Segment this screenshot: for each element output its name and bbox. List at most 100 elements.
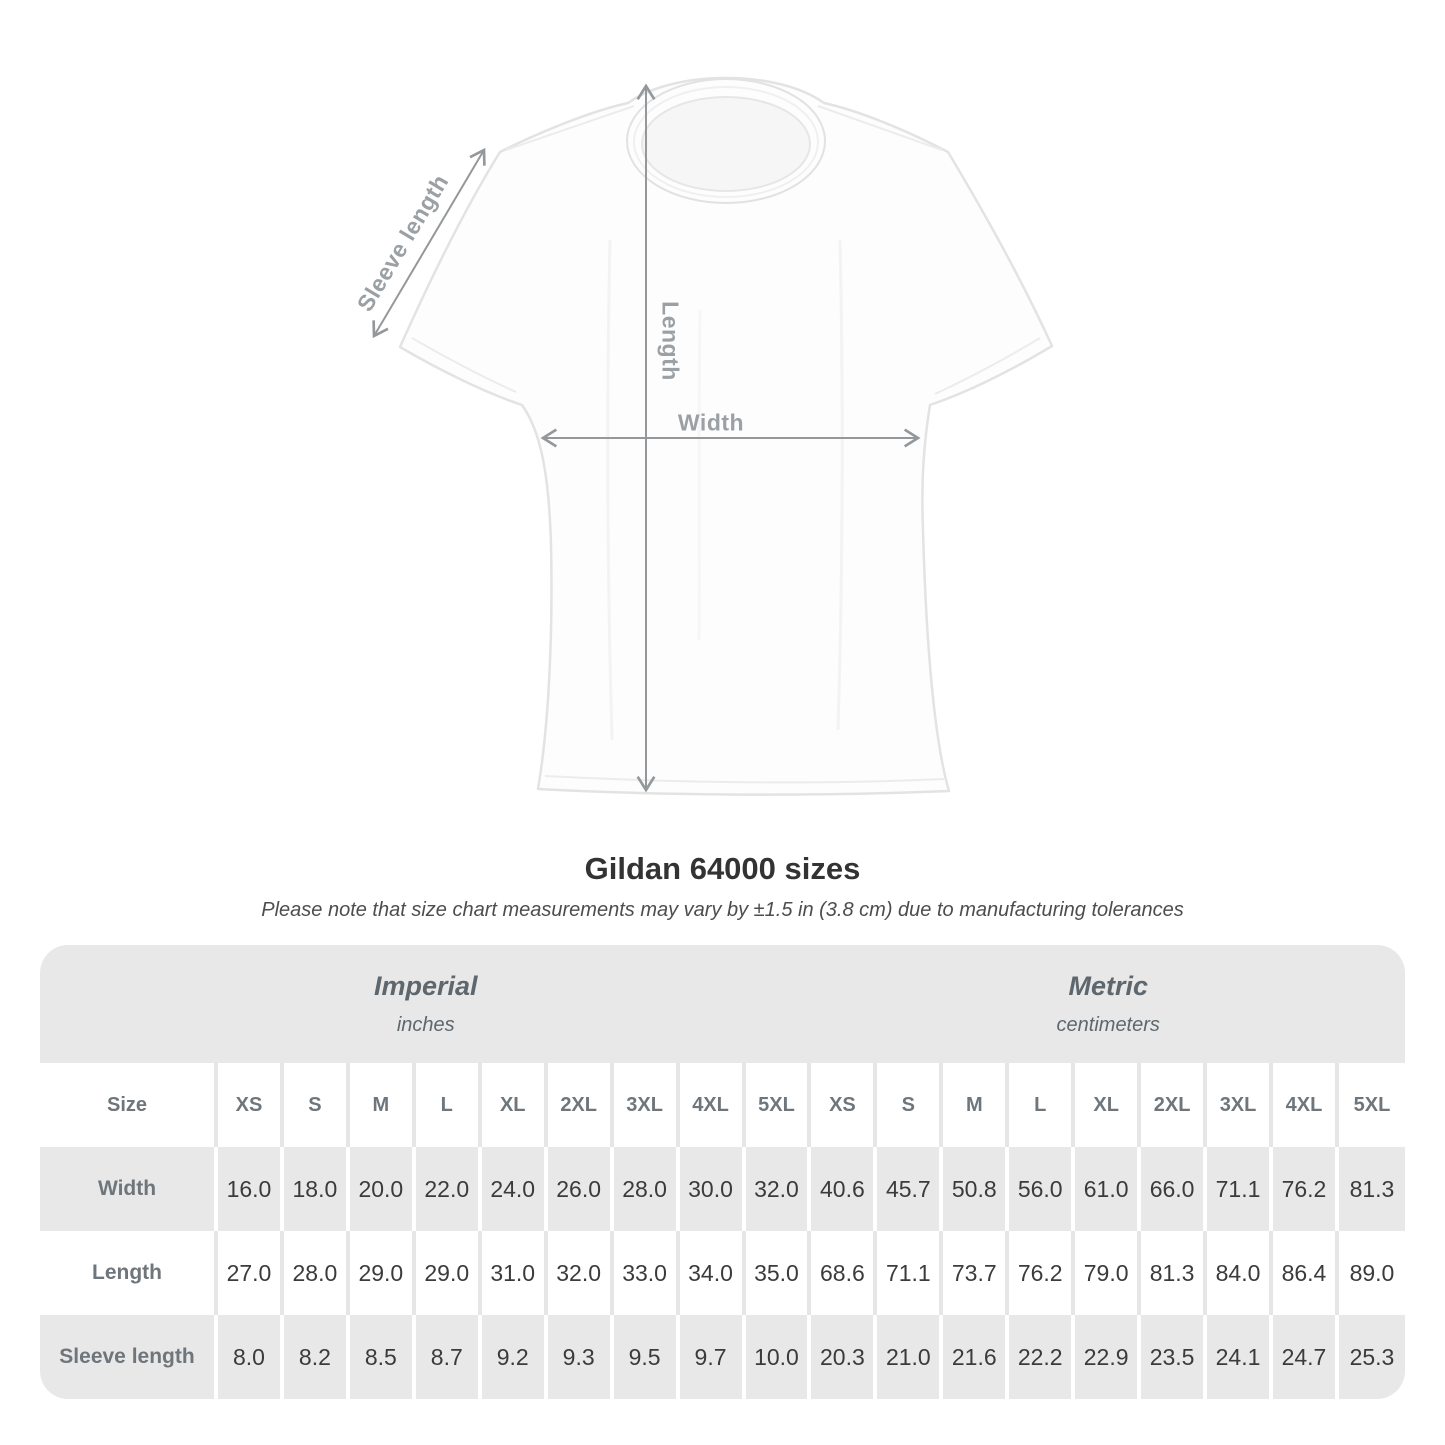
value-cell: 8.0 [218,1315,284,1399]
row-label: Width [40,1147,218,1231]
value-cell: 81.3 [1338,1147,1405,1231]
value-cell: 21.0 [877,1315,944,1399]
size-col-header: 3XL [1207,1063,1273,1147]
size-col-header: 4XL [1273,1063,1339,1147]
imperial-group-title: Imperial [373,971,478,1001]
value-cell: 20.0 [349,1147,416,1231]
value-cell: 45.7 [877,1147,944,1231]
imperial-group-unit: inches [396,1014,455,1036]
width-label: Width [677,409,745,436]
sleeve-length-arrow [372,147,486,339]
fold-line [697,309,702,641]
value-cell: 50.8 [943,1147,1010,1231]
value-cell: 9.5 [613,1315,680,1399]
value-cell: 89.0 [1338,1231,1405,1315]
value-cell: 25.3 [1338,1315,1405,1399]
size-col-header: 5XL [1338,1063,1405,1147]
value-cell: 68.6 [811,1231,878,1315]
size-col-header: 2XL [547,1063,614,1147]
value-cell: 66.0 [1141,1147,1208,1231]
size-table: Imperial inches Metric centimeters Size X… [40,945,1405,1399]
value-cell: 23.5 [1141,1315,1208,1399]
value-cell: 33.0 [613,1231,680,1315]
value-cell: 26.0 [547,1147,614,1231]
value-cell: 20.3 [811,1315,878,1399]
value-cell: 84.0 [1207,1231,1273,1315]
size-col-header: XS [218,1063,284,1147]
hem-seam [544,775,945,784]
value-cell: 9.3 [547,1315,614,1399]
value-cell: 34.0 [679,1231,746,1315]
cuff-seam [411,337,517,393]
unit-group-row: Imperial inches Metric centimeters [40,945,1405,1063]
size-col-header: S [283,1063,350,1147]
row-label: Length [40,1231,218,1315]
metric-group-header: Metric centimeters [811,945,1405,1063]
tolerance-note: Please note that size chart measurements… [261,899,1184,921]
size-table-container: Imperial inches Metric centimeters Size X… [40,945,1405,1399]
shoulder-seam [505,105,635,151]
tshirt-measurement-diagram: Sleeve length Length Width [352,76,1054,796]
value-cell: 8.7 [415,1315,482,1399]
value-cell: 56.0 [1009,1147,1076,1231]
value-cell: 18.0 [283,1147,350,1231]
value-cell: 9.2 [481,1315,548,1399]
value-cell: 32.0 [547,1231,614,1315]
value-cell: 24.0 [481,1147,548,1231]
size-header-row: Size XS S M L XL 2XL 3XL 4XL 5XL XS S M L XL 2XL 3XL 4XL 5… [40,1063,1405,1147]
value-cell: 9.7 [679,1315,746,1399]
size-col-header: 3XL [613,1063,680,1147]
fold-line [606,239,614,741]
size-col-header: S [877,1063,944,1147]
table-row-width: Width 16.0 18.0 20.0 22.0 24.0 26.0 28.0 30.0 32.… [40,1147,1405,1231]
row-label: Size [40,1063,218,1147]
size-col-header: XS [811,1063,878,1147]
value-cell: 71.1 [877,1231,944,1315]
value-cell: 22.9 [1075,1315,1142,1399]
value-cell: 24.1 [1207,1315,1273,1399]
value-cell: 16.0 [218,1147,284,1231]
value-cell: 27.0 [218,1231,284,1315]
value-cell: 81.3 [1141,1231,1208,1315]
size-col-header: XL [481,1063,548,1147]
metric-group-unit: centimeters [1056,1014,1160,1036]
size-col-header: M [349,1063,416,1147]
cuff-seam [934,337,1041,395]
size-col-header: M [943,1063,1010,1147]
size-col-header: XL [1075,1063,1142,1147]
table-row-length: Length 27.0 28.0 29.0 29.0 31.0 32.0 33.0 34.0 35… [40,1231,1405,1315]
value-cell: 21.6 [943,1315,1010,1399]
value-cell: 22.2 [1009,1315,1076,1399]
value-cell: 29.0 [415,1231,482,1315]
size-col-header: 2XL [1141,1063,1208,1147]
value-cell: 32.0 [745,1147,812,1231]
value-cell: 8.2 [283,1315,350,1399]
value-cell: 76.2 [1273,1147,1339,1231]
size-col-header: 5XL [745,1063,812,1147]
value-cell: 86.4 [1273,1231,1339,1315]
table-row-sleeve-length: Sleeve length 8.0 8.2 8.5 8.7 9.2 9.3 9.5 9.7 10.… [40,1315,1405,1399]
value-cell: 30.0 [679,1147,746,1231]
imperial-group-header: Imperial inches [40,945,812,1063]
size-col-header: L [415,1063,482,1147]
fold-line [836,239,844,731]
value-cell: 61.0 [1075,1147,1142,1231]
value-cell: 10.0 [745,1315,812,1399]
value-cell: 8.5 [349,1315,416,1399]
metric-group-title: Metric [1068,971,1148,1001]
value-cell: 35.0 [745,1231,812,1315]
row-label: Sleeve length [40,1315,218,1399]
value-cell: 29.0 [349,1231,416,1315]
shoulder-seam [817,105,943,151]
value-cell: 31.0 [481,1231,548,1315]
size-col-header: L [1009,1063,1076,1147]
collar [626,78,826,204]
value-cell: 28.0 [613,1147,680,1231]
value-cell: 24.7 [1273,1315,1339,1399]
value-cell: 71.1 [1207,1147,1273,1231]
value-cell: 76.2 [1009,1231,1076,1315]
size-col-header: 4XL [679,1063,746,1147]
value-cell: 28.0 [283,1231,350,1315]
tshirt-image [372,76,1054,796]
value-cell: 79.0 [1075,1231,1142,1315]
